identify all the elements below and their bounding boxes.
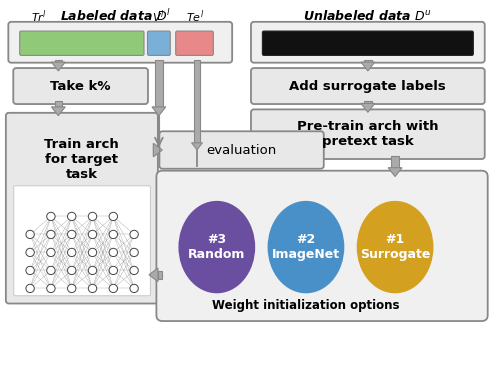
Circle shape — [88, 212, 97, 221]
Bar — [54, 60, 62, 62]
Polygon shape — [51, 62, 65, 71]
Polygon shape — [192, 143, 203, 150]
FancyBboxPatch shape — [251, 22, 485, 63]
Polygon shape — [361, 62, 375, 71]
Bar — [391, 156, 399, 168]
Text: #2
ImageNet: #2 ImageNet — [272, 233, 340, 261]
Circle shape — [68, 284, 76, 292]
FancyBboxPatch shape — [262, 31, 473, 55]
FancyBboxPatch shape — [14, 186, 150, 296]
FancyBboxPatch shape — [147, 31, 170, 55]
Bar — [158, 271, 162, 279]
Text: Add surrogate labels: Add surrogate labels — [289, 80, 446, 93]
Bar — [54, 101, 62, 107]
Bar — [364, 101, 372, 103]
Circle shape — [68, 266, 76, 274]
Circle shape — [26, 284, 34, 292]
Bar — [153, 146, 155, 154]
Circle shape — [26, 266, 34, 274]
Circle shape — [47, 248, 55, 257]
FancyBboxPatch shape — [251, 109, 485, 159]
Circle shape — [130, 284, 138, 292]
Circle shape — [47, 230, 55, 239]
Circle shape — [109, 230, 118, 239]
Bar — [194, 60, 200, 143]
Polygon shape — [51, 107, 65, 116]
Text: Unlabeled data $D^u$: Unlabeled data $D^u$ — [303, 9, 432, 23]
Text: #1
Surrogate: #1 Surrogate — [360, 233, 430, 261]
Polygon shape — [388, 168, 402, 176]
Text: Pre-train arch with
pretext task: Pre-train arch with pretext task — [297, 120, 439, 148]
Circle shape — [130, 248, 138, 257]
Circle shape — [47, 212, 55, 221]
Circle shape — [88, 284, 97, 292]
FancyBboxPatch shape — [156, 171, 488, 321]
Circle shape — [68, 212, 76, 221]
Text: Train arch
for target
task: Train arch for target task — [44, 138, 119, 181]
Circle shape — [68, 230, 76, 239]
Circle shape — [68, 248, 76, 257]
FancyBboxPatch shape — [159, 131, 324, 169]
Polygon shape — [149, 268, 158, 281]
Ellipse shape — [178, 201, 255, 293]
Text: $Tr^l$: $Tr^l$ — [31, 8, 47, 25]
Circle shape — [130, 230, 138, 239]
Bar — [364, 60, 372, 62]
FancyBboxPatch shape — [20, 31, 144, 55]
Text: #3
Random: #3 Random — [188, 233, 246, 261]
Circle shape — [26, 248, 34, 257]
Circle shape — [88, 266, 97, 274]
Text: Labeled data $D^l$: Labeled data $D^l$ — [60, 8, 171, 24]
Circle shape — [88, 230, 97, 239]
Polygon shape — [361, 103, 375, 113]
FancyBboxPatch shape — [6, 113, 158, 303]
Circle shape — [109, 266, 118, 274]
Text: $V^l$: $V^l$ — [152, 8, 165, 25]
Ellipse shape — [267, 201, 344, 293]
Text: evaluation: evaluation — [207, 143, 277, 156]
FancyBboxPatch shape — [13, 68, 148, 104]
Circle shape — [109, 248, 118, 257]
Circle shape — [47, 266, 55, 274]
Circle shape — [88, 248, 97, 257]
Circle shape — [26, 230, 34, 239]
Circle shape — [109, 212, 118, 221]
Text: Take k%: Take k% — [50, 80, 111, 93]
Polygon shape — [153, 143, 162, 157]
FancyBboxPatch shape — [8, 22, 232, 63]
Polygon shape — [152, 107, 166, 116]
Circle shape — [130, 266, 138, 274]
FancyBboxPatch shape — [251, 68, 485, 104]
Bar — [155, 60, 163, 107]
Circle shape — [109, 284, 118, 292]
FancyBboxPatch shape — [176, 31, 213, 55]
Text: Weight initialization options: Weight initialization options — [212, 299, 400, 312]
Circle shape — [47, 284, 55, 292]
Text: $Te^l$: $Te^l$ — [186, 8, 204, 25]
Ellipse shape — [357, 201, 433, 293]
